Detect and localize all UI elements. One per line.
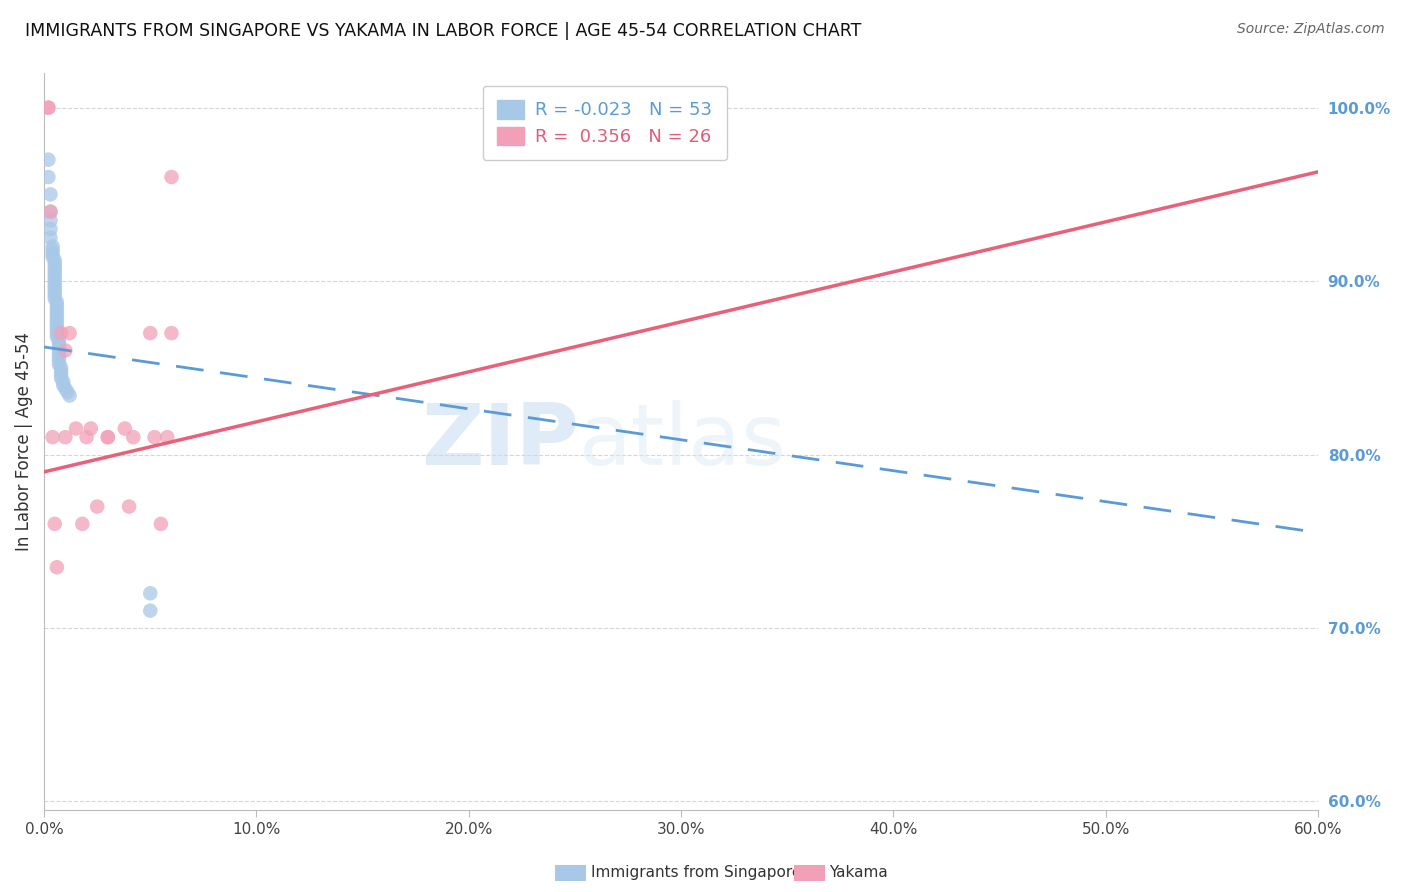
Point <box>44 285 66 299</box>
Point <box>72 516 94 531</box>
Point <box>53 430 76 444</box>
Point <box>44 260 66 275</box>
Point <box>45 312 67 326</box>
Point <box>39 204 62 219</box>
Point <box>149 516 172 531</box>
Point <box>45 319 67 334</box>
Point <box>44 257 66 271</box>
Point <box>37 169 59 184</box>
Point <box>49 371 72 385</box>
Point <box>160 326 183 340</box>
Point <box>44 263 66 277</box>
Point <box>39 204 62 219</box>
Point <box>44 288 66 302</box>
Point <box>58 388 80 402</box>
Point <box>122 430 145 444</box>
Point <box>48 347 70 361</box>
Point <box>52 375 75 389</box>
Point <box>39 187 62 202</box>
Point <box>41 246 63 260</box>
Point <box>44 292 66 306</box>
Point <box>39 222 62 236</box>
Point <box>97 430 120 444</box>
Point <box>65 421 87 435</box>
Point <box>49 368 72 382</box>
Point <box>45 329 67 343</box>
Point <box>45 301 67 316</box>
Point <box>86 500 108 514</box>
Point <box>45 309 67 323</box>
Point <box>37 101 59 115</box>
Point <box>48 357 70 371</box>
Point <box>39 213 62 227</box>
Point <box>156 430 179 444</box>
Point <box>44 270 66 285</box>
Text: ZIP: ZIP <box>422 400 579 483</box>
Point <box>39 231 62 245</box>
Point <box>139 604 162 618</box>
Point <box>45 323 67 337</box>
Point <box>49 360 72 375</box>
Point <box>114 421 136 435</box>
Text: atlas: atlas <box>579 400 787 483</box>
Point <box>41 243 63 257</box>
Text: Yakama: Yakama <box>830 865 889 880</box>
Point <box>118 500 141 514</box>
Point <box>48 351 70 365</box>
Legend: R = -0.023   N = 53, R =  0.356   N = 26: R = -0.023 N = 53, R = 0.356 N = 26 <box>482 86 727 161</box>
Point <box>41 250 63 264</box>
Point <box>44 281 66 295</box>
Point <box>160 169 183 184</box>
Y-axis label: In Labor Force | Age 45-54: In Labor Force | Age 45-54 <box>15 332 32 551</box>
Point <box>48 336 70 351</box>
Point <box>41 239 63 253</box>
Point <box>37 101 59 115</box>
Point <box>58 326 80 340</box>
Point <box>76 430 98 444</box>
Point <box>45 326 67 340</box>
Point <box>48 333 70 347</box>
Point <box>45 305 67 319</box>
Point <box>56 385 79 400</box>
Text: IMMIGRANTS FROM SINGAPORE VS YAKAMA IN LABOR FORCE | AGE 45-54 CORRELATION CHART: IMMIGRANTS FROM SINGAPORE VS YAKAMA IN L… <box>25 22 862 40</box>
Point <box>44 267 66 281</box>
Point <box>53 382 76 396</box>
Point <box>37 153 59 167</box>
Point <box>48 343 70 358</box>
Point <box>44 516 66 531</box>
Point <box>139 586 162 600</box>
Text: Source: ZipAtlas.com: Source: ZipAtlas.com <box>1237 22 1385 37</box>
Point <box>45 298 67 312</box>
Point <box>143 430 166 444</box>
Text: Immigrants from Singapore: Immigrants from Singapore <box>591 865 801 880</box>
Point <box>44 253 66 268</box>
Point <box>80 421 103 435</box>
Point <box>49 364 72 378</box>
Point <box>53 343 76 358</box>
Point <box>139 326 162 340</box>
Point <box>52 378 75 392</box>
Point <box>45 560 67 574</box>
Point <box>48 340 70 354</box>
Point <box>44 277 66 292</box>
Point <box>49 326 72 340</box>
Point <box>44 274 66 288</box>
Point <box>48 354 70 368</box>
Point <box>45 294 67 309</box>
Point <box>41 430 63 444</box>
Point <box>45 316 67 330</box>
Point <box>97 430 120 444</box>
